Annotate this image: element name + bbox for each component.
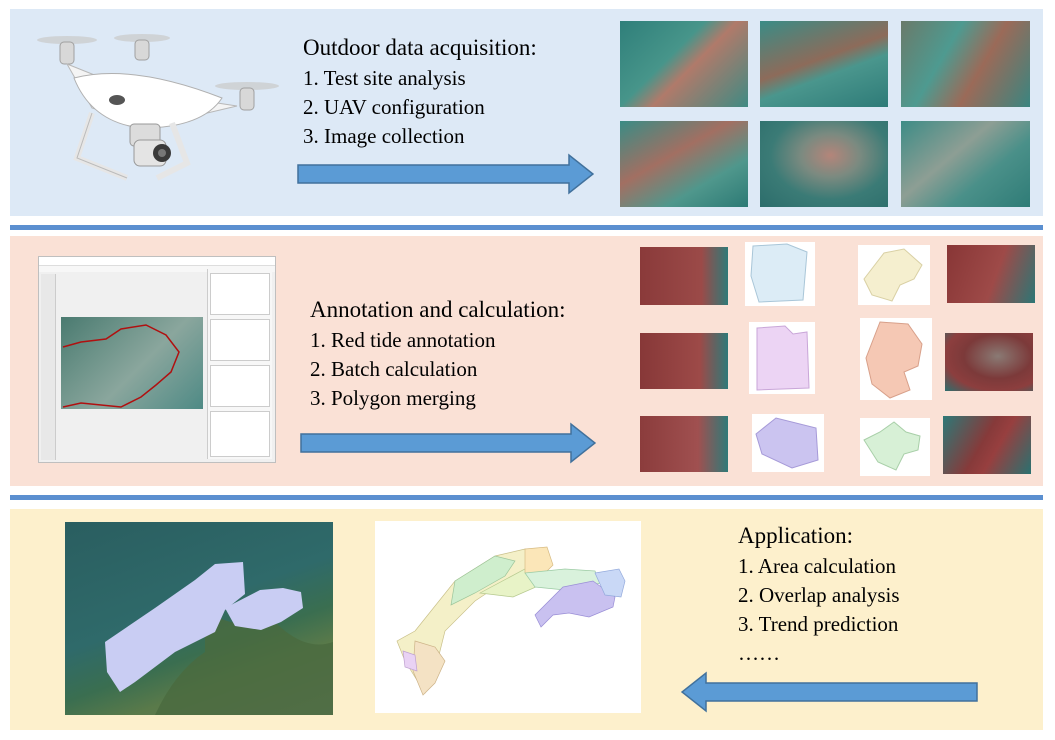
red-tide-photo-3: [640, 333, 728, 389]
application-item-3: 3. Trend prediction: [738, 612, 899, 636]
drone-image: [37, 34, 279, 181]
window-titlebar: [39, 257, 275, 266]
annotation-item-3: 3. Polygon merging: [310, 386, 476, 410]
separator-2: [10, 495, 1043, 500]
aerial-photo-3: [901, 21, 1030, 107]
red-tide-photo-1: [640, 247, 728, 305]
annotation-title: Annotation and calculation:: [310, 297, 566, 322]
application-item-4: ……: [738, 641, 780, 665]
image-canvas: [61, 317, 203, 409]
arrow-left: [681, 671, 978, 713]
polygon-mask-3: [749, 322, 815, 394]
satellite-map: [65, 522, 333, 715]
annotation-software-screenshot: [38, 256, 276, 463]
annotation-item-2: 2. Batch calculation: [310, 357, 478, 381]
polygon-mask-2: [858, 245, 930, 305]
aerial-photo-5: [760, 121, 888, 207]
aerial-photo-6: [901, 121, 1030, 207]
application-item-1: 1. Area calculation: [738, 554, 897, 578]
tool-sidebar: [41, 274, 56, 460]
right-dock-panels: [207, 269, 272, 459]
red-tide-overlay-2: [225, 588, 303, 630]
red-tide-photo-2: [947, 245, 1035, 303]
arrow-right-1: [297, 153, 594, 195]
red-tide-overlay-1: [105, 562, 245, 692]
acquisition-text: Outdoor data acquisition: 1. Test site a…: [303, 32, 537, 151]
acquisition-item-3: 3. Image collection: [303, 124, 465, 148]
separator-1: [10, 225, 1043, 230]
annotation-item-1: 1. Red tide annotation: [310, 328, 496, 352]
application-item-2: 2. Overlap analysis: [738, 583, 900, 607]
polygon-mask-6: [860, 418, 930, 476]
window-menubar: [39, 266, 275, 272]
annotation-text: Annotation and calculation: 1. Red tide …: [310, 294, 565, 413]
arrow-right-2: [300, 422, 596, 464]
polygon-mask-5: [752, 414, 824, 472]
aerial-photo-2: [760, 21, 888, 107]
application-text: Application: 1. Area calculation 2. Over…: [738, 520, 900, 668]
acquisition-title: Outdoor data acquisition:: [303, 35, 537, 60]
aerial-photo-4: [620, 121, 748, 207]
polygon-mask-1: [745, 242, 815, 306]
red-tide-photo-5: [640, 416, 728, 472]
polygon-mask-4: [860, 318, 932, 400]
aerial-photo-1: [620, 21, 748, 107]
merged-polygon-map: [375, 521, 641, 713]
red-tide-photo-4: [945, 333, 1033, 391]
red-tide-photo-6: [943, 416, 1031, 474]
acquisition-item-1: 1. Test site analysis: [303, 66, 466, 90]
application-title: Application:: [738, 523, 853, 548]
acquisition-item-2: 2. UAV configuration: [303, 95, 485, 119]
